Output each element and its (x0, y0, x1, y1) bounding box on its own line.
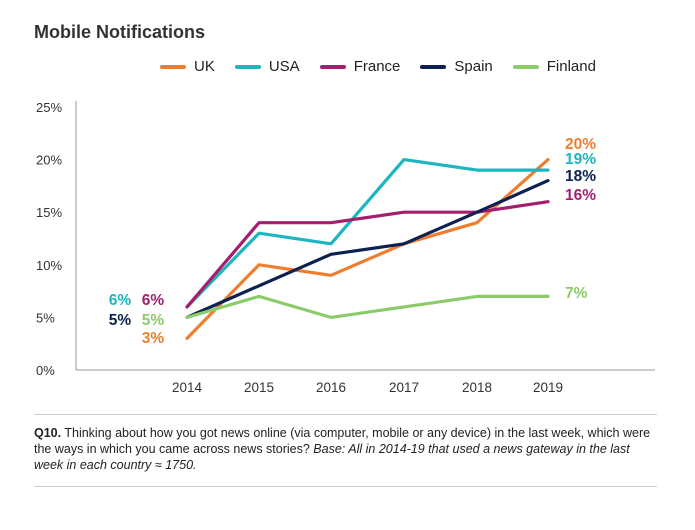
legend-swatch (234, 64, 261, 69)
chart-legend: UK USA France Spain Finland (160, 58, 695, 75)
series-line-uk (185, 158, 550, 340)
footnote: Q10. Thinking about how you got news onl… (34, 425, 654, 473)
y-tick-label: 5% (36, 310, 55, 325)
series-line-france (185, 200, 550, 309)
footnote-top-rule (34, 414, 657, 415)
legend-label: USA (268, 58, 300, 75)
x-tick-label: 2015 (244, 380, 274, 395)
start-label-uk: 3% (142, 330, 165, 347)
legend-swatch (160, 64, 186, 69)
legend-item-uk: UK (160, 58, 215, 75)
x-tick-label: 2019 (533, 380, 563, 395)
series-line-finland (185, 294, 550, 319)
x-tick-label: 2014 (172, 380, 203, 395)
end-label-finland: 7% (565, 285, 588, 302)
end-label-france: 16% (565, 187, 596, 204)
chart-title: Mobile Notifications (34, 22, 205, 42)
footnote-question-text: Thinking about how you got news online (… (34, 426, 651, 456)
legend-label: Finland (546, 58, 596, 75)
start-label-france: 6% (142, 292, 165, 309)
legend-item-usa: USA (234, 58, 300, 75)
legend-item-spain: Spain (420, 58, 493, 75)
legend-label: Spain (454, 58, 493, 75)
y-tick-label: 10% (36, 258, 62, 273)
legend-item-france: France (319, 58, 401, 75)
x-tick-label: 2016 (316, 380, 346, 395)
start-label-spain: 5% (109, 312, 132, 329)
start-label-finland: 5% (142, 312, 165, 329)
y-tick-label: 25% (36, 100, 62, 115)
end-label-usa: 19% (565, 151, 596, 168)
legend-swatch (319, 64, 346, 69)
legend-swatch (512, 64, 539, 69)
y-tick-label: 20% (36, 153, 62, 168)
end-label-uk: 20% (565, 136, 596, 153)
line-chart: 0% 5% 10% 15% 20% 25% 2014 2015 2016 2017 2018 2019… (36, 100, 655, 395)
series-line-spain (185, 179, 550, 319)
x-tick-label: 2017 (389, 380, 419, 395)
footnote-question-number: Q10. (34, 426, 62, 440)
start-label-usa: 6% (109, 292, 132, 309)
end-label-spain: 18% (565, 168, 596, 185)
x-tick-label: 2018 (462, 380, 492, 395)
footnote-base: Base: All in 2014-19 that used a news ga… (34, 442, 630, 472)
legend-label: UK (194, 58, 215, 75)
y-tick-label: 0% (36, 363, 55, 378)
legend-swatch (420, 64, 447, 69)
legend-item-finland: Finland (512, 58, 596, 75)
footnote-bottom-rule (34, 486, 657, 487)
y-tick-label: 15% (36, 205, 62, 220)
legend-label: France (353, 58, 401, 75)
series-line-usa (185, 158, 550, 309)
